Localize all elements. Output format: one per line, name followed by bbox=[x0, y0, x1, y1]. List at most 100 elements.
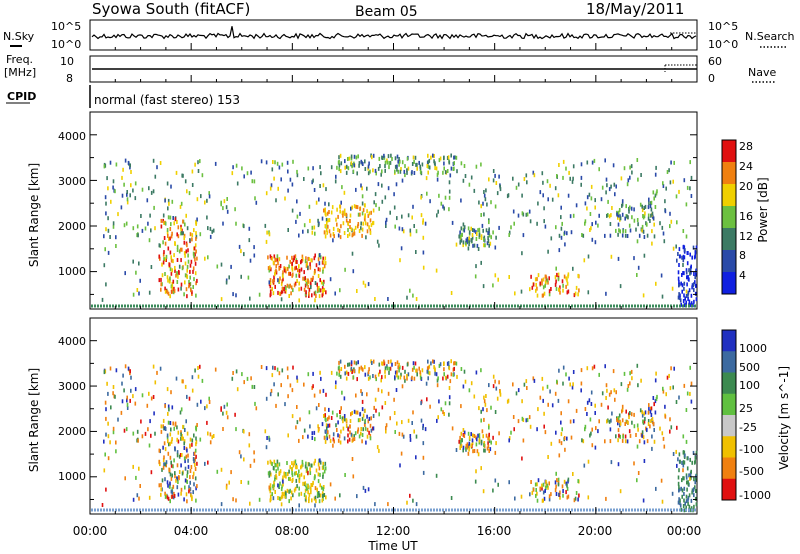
power-echo-point bbox=[680, 302, 682, 307]
power-echo-point bbox=[355, 155, 358, 160]
power-echo-point bbox=[542, 277, 545, 282]
power-echo-point bbox=[690, 303, 692, 308]
power-echo-point bbox=[608, 214, 611, 219]
power-echo-point bbox=[638, 233, 641, 238]
power-y-ticks bbox=[90, 111, 697, 295]
vel-echo-point bbox=[526, 386, 528, 390]
vel-echo-point bbox=[196, 423, 198, 427]
power-echo-point bbox=[172, 259, 174, 264]
vel-echo-point bbox=[652, 396, 655, 400]
power-echo-point bbox=[298, 298, 300, 303]
power-echo-point bbox=[673, 160, 675, 165]
vel-echo-point bbox=[420, 418, 423, 423]
power-echo-point bbox=[350, 154, 353, 159]
vel-echo-point bbox=[337, 433, 339, 438]
power-echo-point bbox=[190, 288, 192, 293]
vel-echo-point bbox=[189, 443, 191, 448]
power-echo-point bbox=[628, 209, 630, 214]
vel-echo-point bbox=[336, 428, 338, 432]
power-echo-point bbox=[580, 175, 583, 180]
power-echo-point bbox=[344, 267, 346, 272]
power-echo-point bbox=[642, 293, 645, 298]
power-echo-point bbox=[127, 160, 130, 165]
vel-echo-point bbox=[135, 475, 137, 480]
vel-echo-point bbox=[284, 494, 286, 499]
vel-echo-point bbox=[557, 398, 560, 403]
power-echo-point bbox=[132, 292, 135, 297]
vel-echo-point bbox=[666, 375, 669, 380]
power-echo-point bbox=[182, 173, 184, 178]
vel-echo-point bbox=[683, 383, 686, 388]
vel-echo-point bbox=[176, 485, 179, 490]
vel-echo-point bbox=[148, 391, 150, 396]
vel-echo-point bbox=[436, 383, 439, 388]
velocity-scale-swatch bbox=[722, 372, 736, 395]
vel-echo-point bbox=[685, 408, 688, 412]
vel-echo-point bbox=[291, 388, 294, 393]
vel-echo-point bbox=[512, 382, 514, 387]
vel-echo-point bbox=[390, 359, 392, 364]
vel-echo-point bbox=[641, 430, 644, 435]
vel-echo-point bbox=[360, 365, 363, 370]
power-echo-point bbox=[150, 228, 152, 233]
power-echo-point bbox=[186, 243, 188, 248]
vel-echo-point bbox=[427, 365, 430, 370]
vel-echo-point bbox=[311, 498, 313, 503]
vel-echo-point bbox=[364, 422, 366, 427]
vel-echo-point bbox=[399, 365, 401, 370]
power-echo-point bbox=[508, 230, 511, 235]
vel-echo-point bbox=[609, 427, 612, 432]
power-echo-point bbox=[633, 256, 635, 261]
power-echo-point bbox=[461, 232, 463, 237]
power-echo-point bbox=[177, 274, 179, 279]
vel-echo-point bbox=[473, 434, 476, 438]
vel-echo-point bbox=[164, 447, 167, 452]
vel-echo-point bbox=[484, 402, 487, 407]
power-echo-point bbox=[677, 295, 680, 300]
power-echo-point bbox=[332, 226, 335, 231]
vel-echo-point bbox=[645, 426, 647, 431]
vel-echo-point bbox=[584, 407, 587, 411]
vel-echo-point bbox=[636, 363, 639, 368]
vel-echo-point bbox=[529, 424, 532, 429]
power-echo-point bbox=[689, 252, 691, 257]
vel-echo-point bbox=[475, 469, 477, 474]
power-echo-point bbox=[137, 233, 139, 238]
vel-echo-point bbox=[682, 468, 684, 473]
power-echo-point bbox=[468, 230, 471, 235]
vel-echo-point bbox=[562, 489, 564, 493]
vel-echo-point bbox=[241, 372, 243, 377]
vel-echo-point bbox=[470, 443, 473, 448]
vel-echo-point bbox=[351, 457, 354, 461]
vel-echo-point bbox=[318, 491, 320, 495]
power-echo-point bbox=[521, 193, 523, 198]
vel-echo-point bbox=[164, 494, 167, 499]
power-echo-point bbox=[186, 268, 188, 273]
vel-echo-point bbox=[270, 388, 273, 393]
vel-echo-point bbox=[404, 378, 406, 383]
vel-echo-point bbox=[618, 433, 620, 438]
power-echo-point bbox=[342, 221, 345, 226]
x-tick-0400: 04:00 bbox=[174, 524, 209, 538]
power-echo-point bbox=[296, 214, 299, 219]
power-echo-point bbox=[420, 195, 422, 200]
vel-echo-point bbox=[318, 493, 321, 498]
power-echo-point bbox=[236, 181, 239, 186]
power-echo-point bbox=[122, 167, 124, 172]
power-echo-point bbox=[465, 241, 467, 246]
power-echo-point bbox=[547, 280, 549, 285]
power-echo-point bbox=[254, 196, 256, 201]
vel-echo-point bbox=[539, 395, 542, 400]
vel-echo-point bbox=[626, 387, 629, 392]
power-echo-point bbox=[402, 229, 405, 234]
power-echo-point bbox=[293, 255, 295, 260]
vel-echo-point bbox=[305, 486, 308, 491]
power-echo-point bbox=[153, 205, 155, 210]
vel-echo-point bbox=[249, 463, 252, 468]
power-echo-point bbox=[544, 283, 546, 288]
power-echo-point bbox=[483, 212, 485, 217]
power-echo-point bbox=[275, 198, 277, 203]
vel-echo-point bbox=[107, 391, 109, 396]
vel-echo-point bbox=[272, 484, 274, 489]
power-echo-point bbox=[189, 282, 192, 286]
